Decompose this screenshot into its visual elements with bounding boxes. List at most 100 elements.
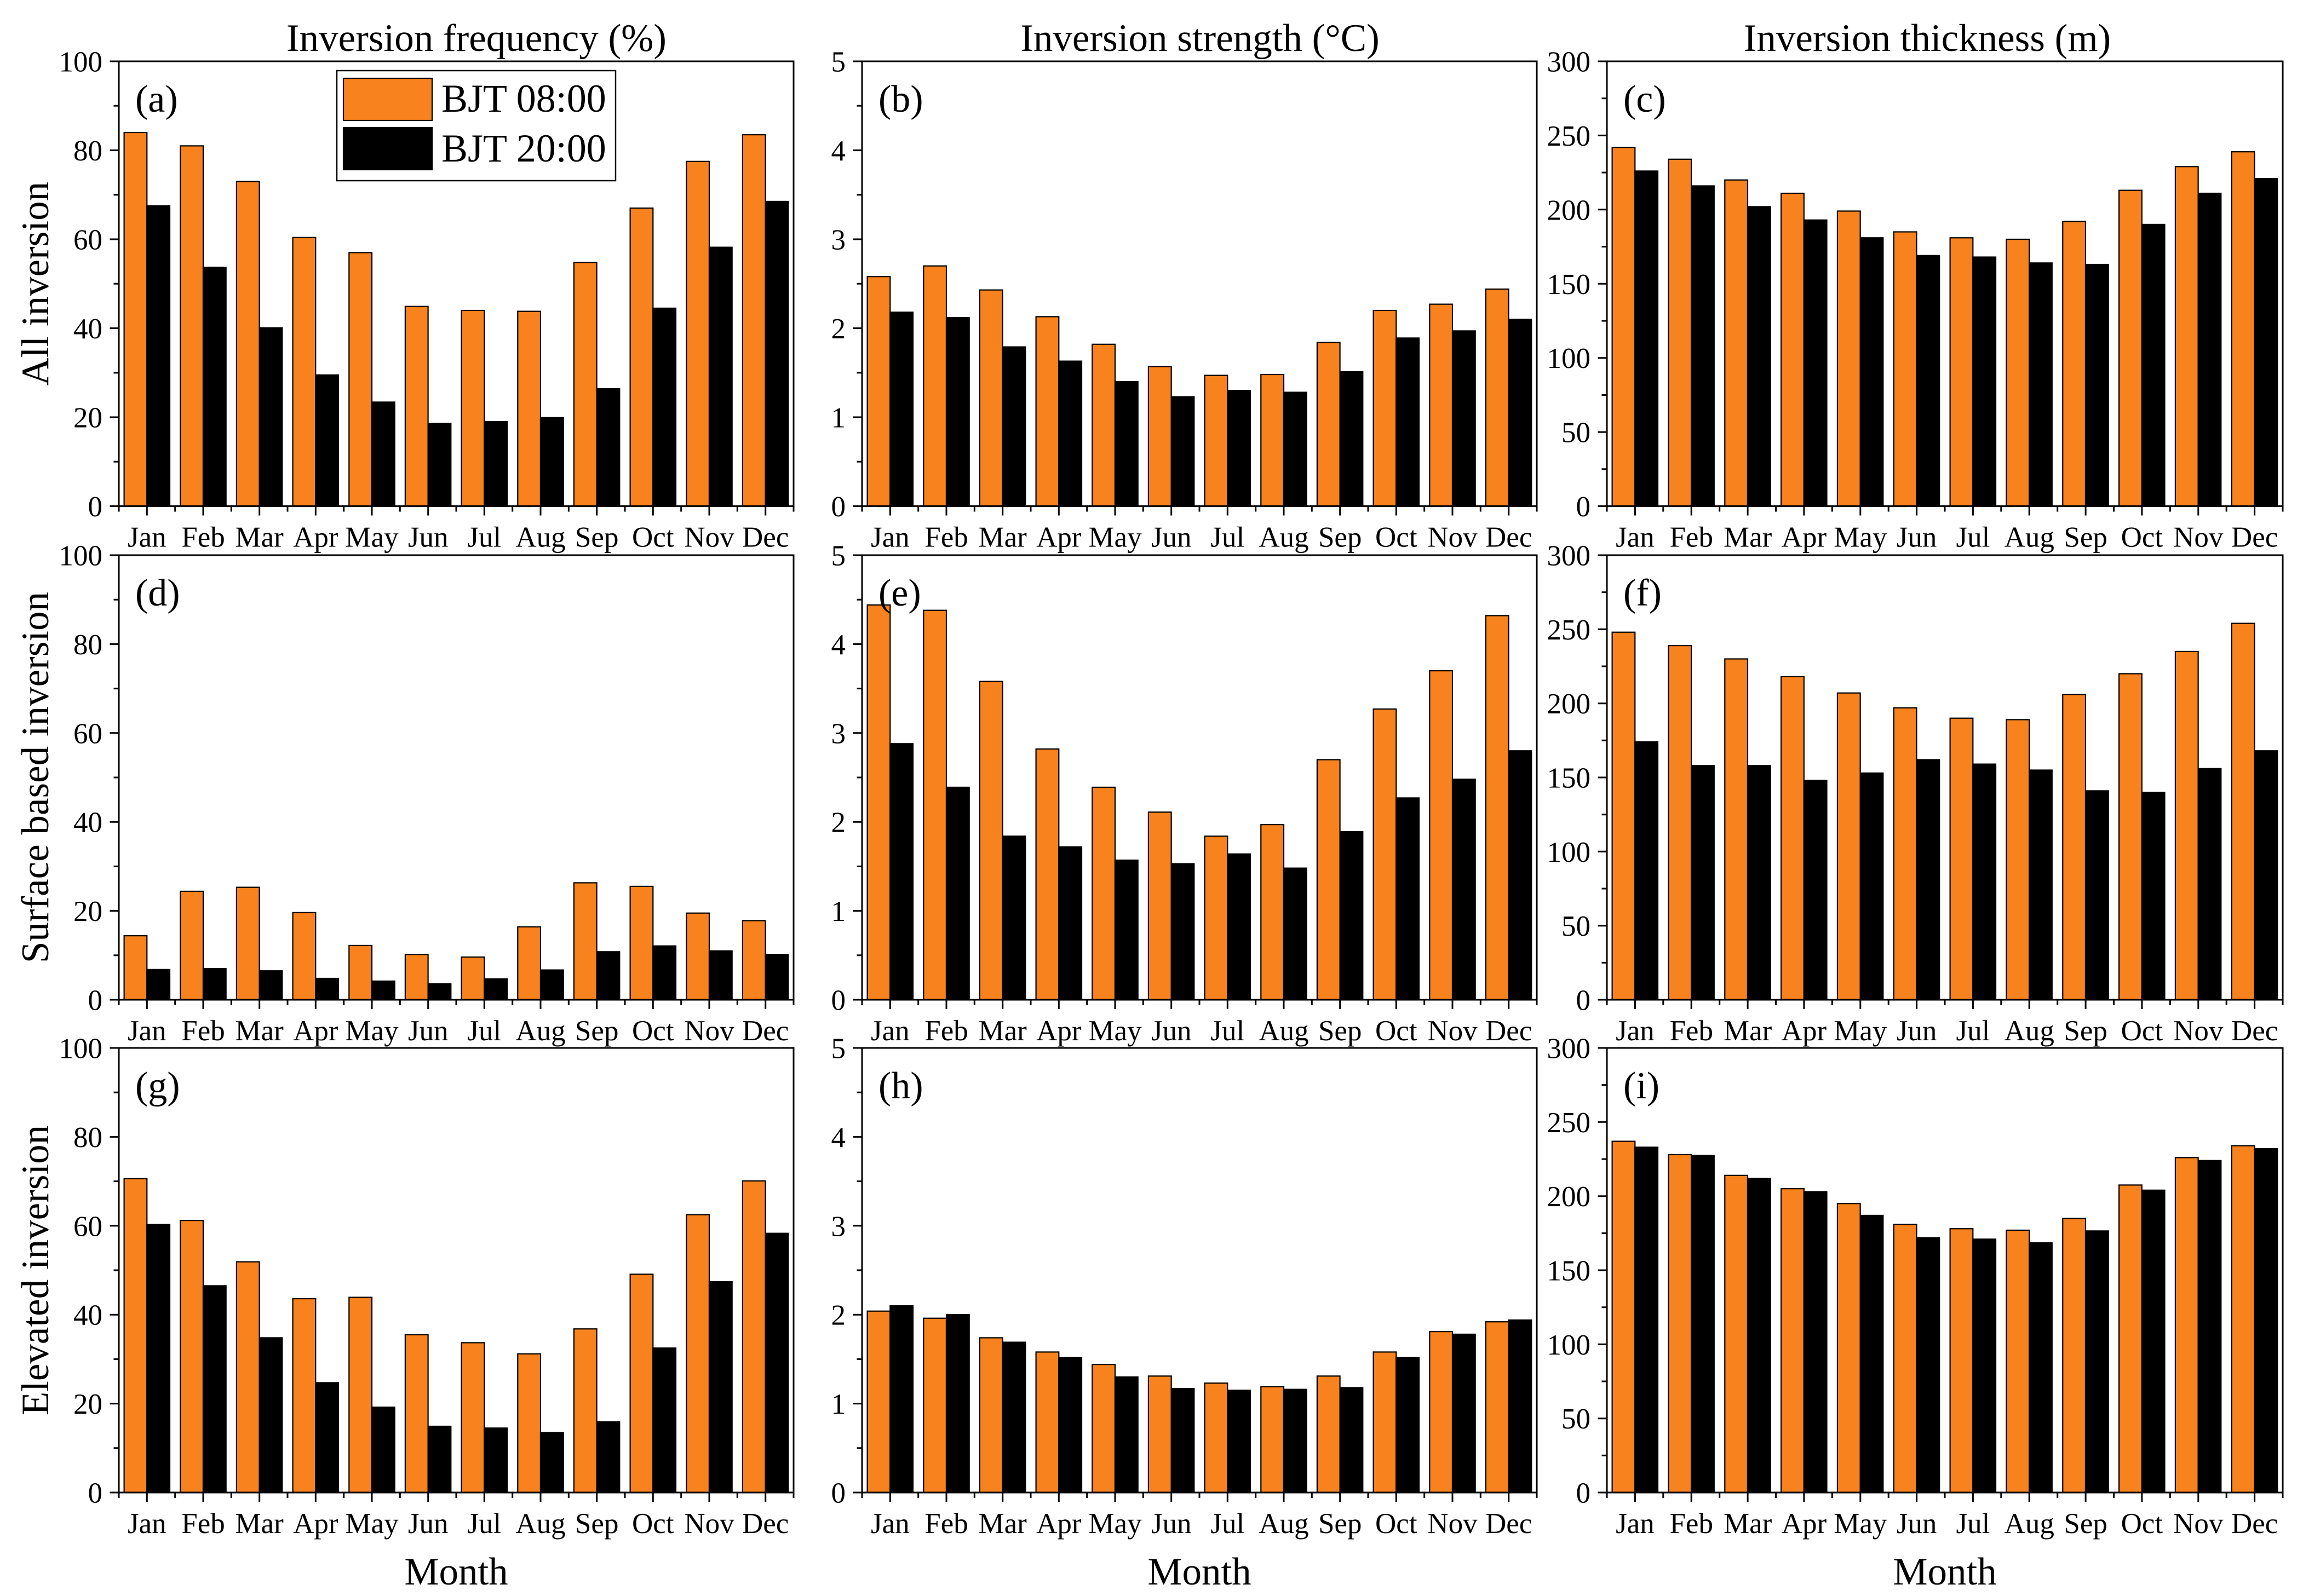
svg-text:May: May	[1834, 522, 1887, 554]
svg-text:Apr: Apr	[1036, 1508, 1082, 1540]
svg-text:50: 50	[1561, 911, 1590, 942]
svg-text:(d): (d)	[135, 572, 180, 614]
svg-text:5: 5	[831, 1033, 846, 1065]
svg-text:May: May	[1088, 1508, 1142, 1540]
svg-text:Jun: Jun	[408, 1015, 449, 1047]
svg-text:Jul: Jul	[467, 522, 501, 554]
svg-text:1: 1	[831, 402, 846, 434]
svg-text:20: 20	[73, 1388, 102, 1420]
svg-text:Dec: Dec	[742, 1508, 789, 1540]
svg-text:2: 2	[831, 807, 846, 839]
svg-text:Feb: Feb	[1669, 522, 1713, 554]
svg-text:0: 0	[1576, 985, 1591, 1017]
svg-text:40: 40	[73, 1300, 102, 1332]
svg-text:Jan: Jan	[871, 1508, 910, 1540]
svg-text:Apr: Apr	[293, 522, 338, 554]
svg-text:Aug: Aug	[2005, 1508, 2054, 1540]
svg-text:Inversion strength (°C): Inversion strength (°C)	[1020, 17, 1379, 60]
svg-text:Jan: Jan	[871, 522, 910, 554]
svg-text:Aug: Aug	[1259, 1015, 1308, 1047]
svg-text:Jan: Jan	[1616, 1015, 1655, 1047]
svg-text:Jul: Jul	[467, 1015, 501, 1047]
svg-text:Feb: Feb	[181, 1508, 225, 1540]
svg-text:Jan: Jan	[1616, 1508, 1655, 1540]
svg-text:(h): (h)	[878, 1065, 923, 1107]
svg-text:Aug: Aug	[2005, 522, 2054, 554]
svg-text:Aug: Aug	[515, 522, 565, 554]
svg-text:May: May	[1834, 1508, 1887, 1540]
svg-text:May: May	[1834, 1015, 1887, 1047]
svg-text:Jan: Jan	[871, 1015, 910, 1047]
svg-text:Sep: Sep	[2064, 522, 2107, 554]
svg-text:Mar: Mar	[236, 1015, 284, 1047]
svg-text:Apr: Apr	[1782, 1015, 1827, 1047]
svg-text:0: 0	[88, 1478, 103, 1509]
svg-text:100: 100	[1547, 1329, 1591, 1361]
svg-text:May: May	[345, 1508, 399, 1540]
svg-text:Month: Month	[1893, 1551, 1996, 1593]
svg-text:Jul: Jul	[1956, 1015, 1990, 1047]
svg-text:Feb: Feb	[181, 522, 225, 554]
svg-text:Sep: Sep	[575, 1015, 619, 1047]
svg-text:Oct: Oct	[1375, 1508, 1417, 1540]
svg-text:Mar: Mar	[1724, 1508, 1772, 1540]
svg-text:80: 80	[73, 1122, 102, 1154]
svg-text:(a): (a)	[135, 78, 178, 120]
svg-text:50: 50	[1561, 417, 1590, 449]
svg-text:Apr: Apr	[1036, 1015, 1082, 1047]
svg-text:200: 200	[1547, 688, 1591, 720]
svg-text:Jun: Jun	[1151, 1508, 1192, 1540]
svg-text:80: 80	[73, 629, 102, 661]
svg-text:May: May	[1088, 522, 1142, 554]
svg-text:Feb: Feb	[924, 1508, 968, 1540]
svg-text:20: 20	[73, 896, 102, 927]
svg-text:Aug: Aug	[1259, 522, 1308, 554]
svg-text:250: 250	[1547, 1107, 1591, 1139]
svg-text:3: 3	[831, 1211, 846, 1242]
svg-text:Dec: Dec	[2231, 1015, 2278, 1047]
svg-text:Feb: Feb	[1669, 1508, 1713, 1540]
svg-text:0: 0	[1576, 491, 1591, 523]
svg-text:Jun: Jun	[408, 522, 449, 554]
svg-text:0: 0	[831, 491, 846, 523]
svg-text:Sep: Sep	[1318, 522, 1362, 554]
svg-text:Apr: Apr	[1036, 522, 1082, 554]
svg-text:May: May	[1088, 1015, 1142, 1047]
svg-text:3: 3	[831, 224, 846, 256]
svg-text:Jul: Jul	[1956, 522, 1990, 554]
svg-text:BJT 08:00: BJT 08:00	[441, 77, 606, 120]
svg-text:(g): (g)	[135, 1065, 180, 1107]
svg-text:0: 0	[1576, 1478, 1591, 1509]
svg-text:Dec: Dec	[2231, 1508, 2278, 1540]
svg-text:Jan: Jan	[128, 1508, 166, 1540]
svg-text:Oct: Oct	[1375, 1015, 1417, 1047]
svg-text:Month: Month	[404, 1551, 508, 1593]
svg-text:Jul: Jul	[1210, 1015, 1244, 1047]
svg-text:Surface based inversion: Surface based inversion	[14, 592, 57, 963]
svg-text:3: 3	[831, 718, 846, 750]
svg-text:Jan: Jan	[128, 522, 166, 554]
svg-text:Sep: Sep	[2064, 1015, 2107, 1047]
svg-text:150: 150	[1547, 763, 1591, 794]
svg-text:Dec: Dec	[1485, 1508, 1532, 1540]
svg-text:Jul: Jul	[467, 1508, 501, 1540]
svg-text:60: 60	[73, 718, 102, 750]
svg-text:Oct: Oct	[2121, 522, 2163, 554]
svg-text:Mar: Mar	[1724, 1015, 1772, 1047]
svg-text:150: 150	[1547, 269, 1591, 301]
svg-text:300: 300	[1547, 47, 1591, 78]
svg-text:Mar: Mar	[979, 1015, 1027, 1047]
svg-text:200: 200	[1547, 1181, 1591, 1213]
svg-text:Dec: Dec	[1485, 1015, 1532, 1047]
svg-text:Mar: Mar	[1724, 522, 1772, 554]
svg-text:250: 250	[1547, 120, 1591, 152]
svg-text:Mar: Mar	[236, 522, 284, 554]
svg-text:Oct: Oct	[632, 1015, 674, 1047]
svg-text:20: 20	[73, 402, 102, 434]
svg-text:2: 2	[831, 313, 846, 345]
svg-text:1: 1	[831, 896, 846, 927]
svg-text:May: May	[345, 1015, 399, 1047]
svg-text:Nov: Nov	[1427, 1508, 1478, 1540]
svg-text:0: 0	[88, 985, 103, 1017]
svg-text:Feb: Feb	[181, 1015, 225, 1047]
